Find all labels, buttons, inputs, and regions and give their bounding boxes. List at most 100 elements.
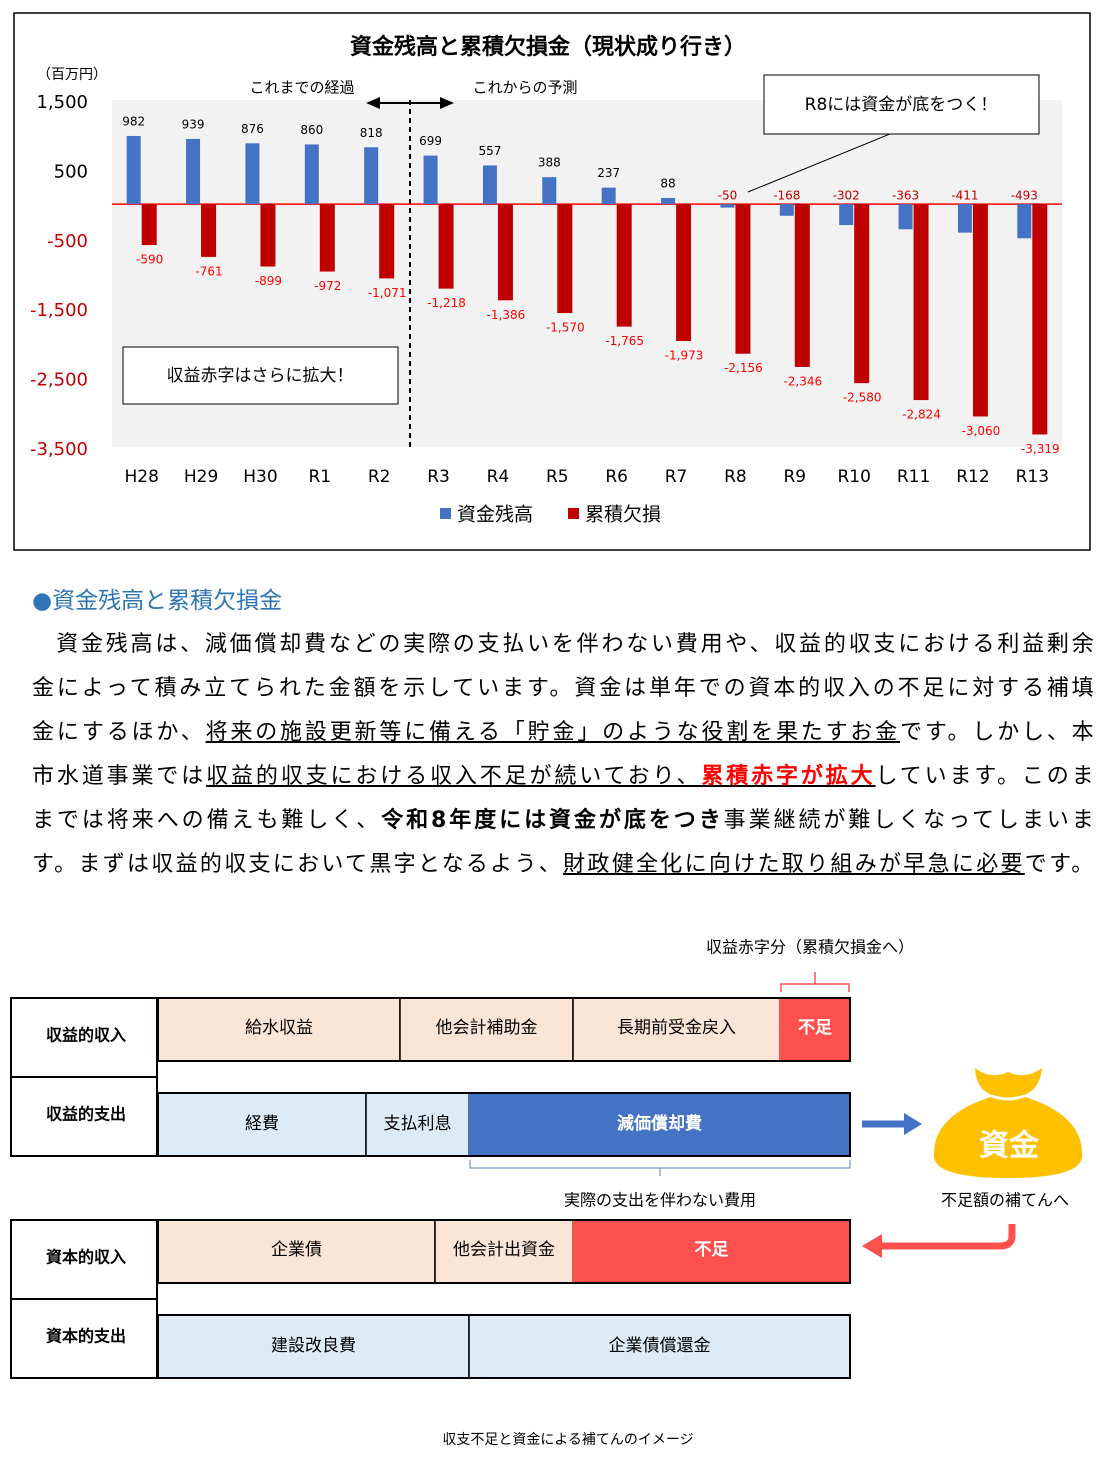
bar	[364, 147, 379, 205]
row-label: 資本的支出	[46, 1327, 126, 1346]
legend-swatch	[440, 508, 451, 519]
x-tick-label: R8	[724, 467, 747, 487]
annotation: 収益赤字はさらに拡大！	[167, 366, 354, 386]
cell	[365, 1092, 470, 1157]
x-tick-label: R6	[605, 467, 628, 487]
cell-label: 企業債償還金	[609, 1336, 711, 1356]
data-label: 88	[660, 176, 675, 190]
data-label: -493	[1011, 189, 1038, 203]
arrow-head	[862, 1234, 882, 1258]
data-label: -2,824	[902, 408, 941, 422]
data-label: -2,580	[843, 391, 882, 405]
text: です。	[1024, 852, 1096, 877]
bar	[542, 177, 557, 205]
row-outline	[157, 997, 851, 1062]
fund-note: 不足額の補てんへ	[941, 1191, 1069, 1210]
chart-title: 資金残高と累積欠損金（現状成り行き）	[350, 34, 746, 60]
data-label: -1,386	[487, 308, 526, 322]
bar	[1017, 204, 1032, 239]
cell-label: 給水収益	[245, 1018, 313, 1038]
data-label: 818	[360, 126, 383, 140]
bar	[557, 204, 573, 314]
cell-label: 経費	[245, 1114, 279, 1134]
bar	[126, 135, 141, 205]
underlined-text: 将来の施設更新等に備える「貯金」のような役割を果たすお金	[205, 720, 901, 745]
bold-text: 令和8年度には資金が底をつき	[381, 808, 724, 833]
row-label-box	[10, 1298, 158, 1379]
x-tick-label: R7	[665, 467, 688, 487]
y-tick-label: -2,500	[30, 370, 88, 391]
text: 事業継続が難しくなってしまいます。まずは収益的収支において黒字となるよう、	[32, 808, 1096, 877]
brace	[469, 1160, 851, 1176]
bar	[601, 187, 616, 205]
chart: 資金残高と累積欠損金（現状成り行き） （百万円） これまでの経過 これからの予測…	[13, 12, 1091, 551]
x-tick-label: R12	[956, 467, 989, 487]
arrow-head	[366, 97, 380, 109]
money-bag-tie	[991, 1094, 1025, 1101]
x-tick-label: R10	[837, 467, 870, 487]
cell-label: 他会計補助金	[436, 1018, 538, 1038]
y-tick-label: -3,500	[30, 439, 88, 460]
cell	[157, 1092, 367, 1157]
y-tick-label: 1,500	[36, 92, 88, 113]
row-label-box	[10, 1219, 158, 1300]
bar	[423, 155, 438, 205]
bar	[379, 204, 395, 279]
bar	[957, 204, 972, 233]
bar	[898, 204, 913, 230]
bar	[720, 204, 735, 208]
row-outline	[157, 1314, 851, 1379]
bar	[260, 204, 276, 267]
cell	[157, 1219, 436, 1284]
deficit-note: 収益赤字分（累積欠損金へ）	[706, 938, 914, 957]
brace-label: 実際の支出を伴わない費用	[564, 1191, 756, 1210]
data-label: -1,218	[427, 296, 466, 310]
cell-label: 減価償却費	[617, 1113, 702, 1134]
x-tick-label: H29	[184, 467, 218, 487]
cell	[157, 1314, 470, 1379]
data-label: -1,765	[605, 334, 644, 348]
data-label: 557	[478, 144, 501, 158]
bar	[304, 144, 319, 205]
cell-label: 支払利息	[384, 1114, 452, 1134]
annotation: これまでの経過	[249, 79, 354, 97]
legend-label: 累積欠損	[585, 504, 661, 526]
x-tick-label: R3	[427, 467, 450, 487]
cell-label: 建設改良費	[271, 1336, 356, 1356]
row-label: 収益的収入	[46, 1026, 126, 1045]
bar	[497, 204, 513, 301]
data-label: 388	[538, 156, 561, 170]
bar	[616, 204, 632, 327]
x-tick-label: R9	[783, 467, 806, 487]
x-tick-label: R4	[487, 467, 510, 487]
bar	[839, 204, 854, 226]
data-label: -590	[136, 253, 163, 267]
x-tick-label: H28	[124, 467, 158, 487]
arrow-head	[904, 1113, 922, 1135]
callout-line	[747, 133, 891, 193]
cell	[468, 1092, 851, 1157]
x-tick-label: R11	[897, 467, 930, 487]
data-label: 237	[597, 166, 620, 180]
bar	[201, 204, 217, 257]
data-label: -899	[255, 274, 282, 288]
row-outline	[157, 1219, 851, 1284]
cell	[157, 997, 401, 1062]
data-label: -2,346	[783, 374, 822, 388]
data-label: -411	[951, 189, 978, 203]
x-tick-label: R5	[546, 467, 569, 487]
row-label: 収益的支出	[46, 1105, 126, 1124]
cell-label: 長期前受金戻入	[617, 1018, 736, 1038]
callout-box	[122, 346, 399, 405]
row-label: 資本的収入	[46, 1248, 126, 1267]
text: 資金残高は、減価償却費などの実際の支払いを伴わない費用や、収益的収支における利益…	[32, 632, 1096, 745]
paragraph: 資金残高は、減価償却費などの実際の支払いを伴わない費用や、収益的収支における利益…	[32, 623, 1096, 887]
row-label-box	[10, 1076, 158, 1157]
data-label: -168	[773, 189, 800, 203]
x-tick-label: R13	[1016, 467, 1049, 487]
annotation: R8には資金が底をつく！	[805, 95, 998, 115]
y-tick-label: -500	[47, 231, 88, 252]
x-tick-label: R1	[308, 467, 331, 487]
data-label: -972	[314, 279, 341, 293]
